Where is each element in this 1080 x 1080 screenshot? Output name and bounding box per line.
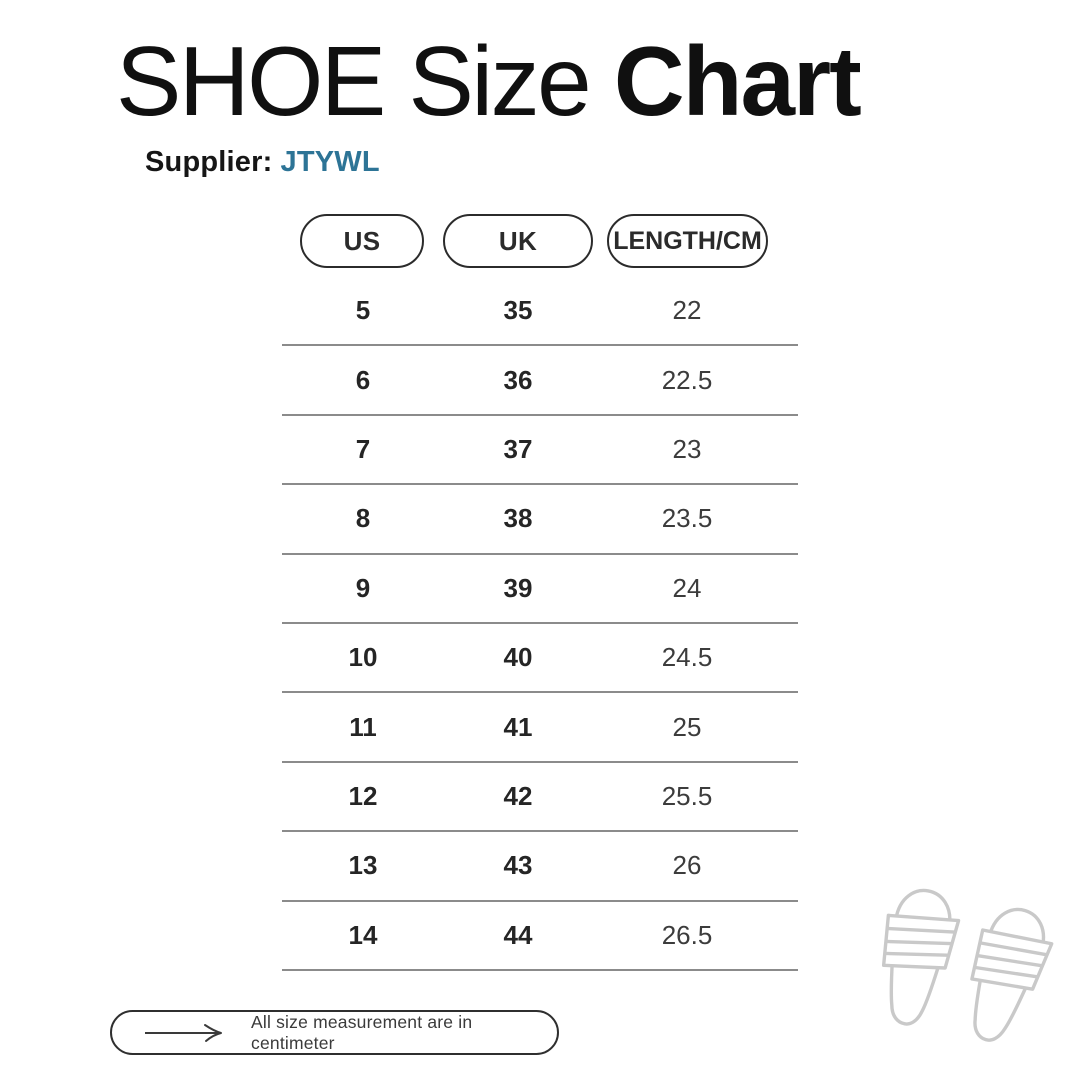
us-size-cell: 9	[355, 572, 371, 603]
page-title: SHOE Size Chart	[116, 32, 862, 130]
us-size-cell: 14	[348, 919, 378, 950]
table-row: 8 38 23.5	[282, 485, 798, 555]
right-arrow-icon	[142, 1022, 227, 1044]
measurement-note-badge: All size measurement are in centimeter	[110, 1010, 559, 1055]
measurement-note-text: All size measurement are in centimeter	[251, 1011, 473, 1053]
uk-size-cell: 43	[503, 850, 533, 881]
table-row: 10 40 24.5	[282, 624, 798, 694]
uk-size-cell: 35	[503, 295, 533, 326]
column-header-us: US	[300, 214, 424, 268]
slide-sandals-icon	[856, 855, 1080, 1080]
length-cm-cell: 22	[672, 295, 702, 326]
length-cm-cell: 25.5	[661, 780, 713, 811]
length-cm-cell: 24	[672, 572, 702, 603]
table-row: 5 35 22	[282, 277, 798, 347]
uk-size-cell: 42	[503, 780, 533, 811]
length-cm-cell: 24.5	[661, 642, 713, 673]
table-row: 11 41 25	[282, 693, 798, 763]
supplier-line: Supplier: JTYWL	[145, 146, 380, 179]
length-cm-cell: 26	[672, 850, 702, 881]
table-row: 6 36 22.5	[282, 346, 798, 416]
supplier-label: Supplier:	[145, 146, 273, 178]
table-row: 14 44 26.5	[282, 902, 798, 971]
length-cm-cell: 23	[672, 433, 702, 464]
us-size-cell: 6	[355, 364, 371, 395]
length-cm-cell: 26.5	[661, 919, 713, 950]
uk-size-cell: 44	[503, 919, 533, 950]
table-row: 9 39 24	[282, 555, 798, 624]
size-table: 5 35 22 6 36 22.5 7 37 23 8 38 23.5	[282, 277, 798, 971]
supplier-value: JTYWL	[280, 146, 380, 178]
length-cm-cell: 25	[672, 711, 702, 742]
uk-size-cell: 40	[503, 642, 533, 673]
uk-size-cell: 38	[503, 503, 533, 534]
length-cm-cell: 22.5	[661, 364, 713, 395]
us-size-cell: 12	[348, 780, 378, 811]
page-title-regular: SHOE Size	[116, 26, 592, 136]
column-header-length-cm: LENGTH/CM	[607, 214, 768, 268]
us-size-cell: 8	[355, 503, 371, 534]
us-size-cell: 13	[348, 850, 378, 881]
us-size-cell: 5	[355, 295, 371, 326]
uk-size-cell: 41	[503, 711, 533, 742]
us-size-cell: 11	[349, 711, 377, 742]
table-row: 7 37 23	[282, 416, 798, 486]
table-row: 12 42 25.5	[282, 763, 798, 833]
page-title-bold: Chart	[613, 26, 862, 136]
us-size-cell: 10	[348, 642, 378, 673]
table-row: 13 43 26	[282, 832, 798, 902]
us-size-cell: 7	[355, 433, 371, 464]
uk-size-cell: 36	[503, 364, 533, 395]
uk-size-cell: 37	[503, 433, 533, 464]
column-header-uk: UK	[443, 214, 593, 268]
uk-size-cell: 39	[503, 572, 533, 603]
length-cm-cell: 23.5	[661, 503, 713, 534]
